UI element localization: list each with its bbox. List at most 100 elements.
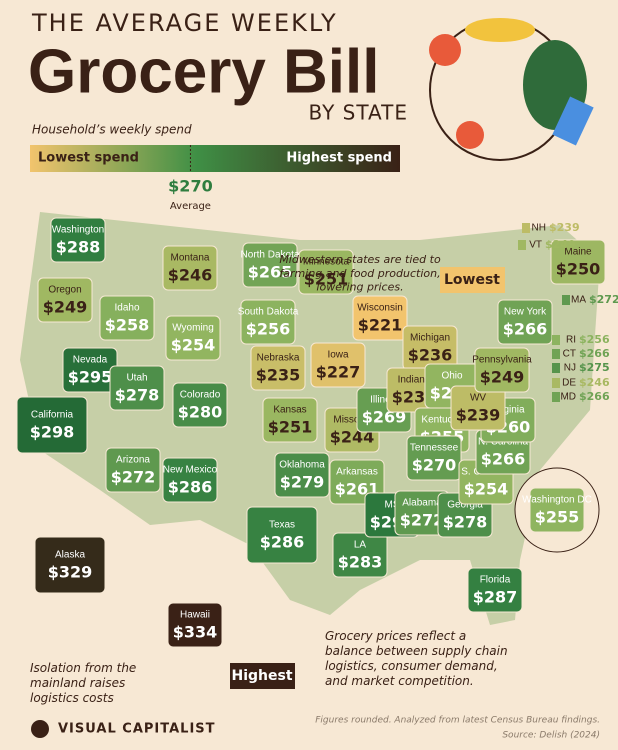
small-state-swatch <box>552 392 560 402</box>
text-line: Grocery prices reflect a <box>325 629 466 643</box>
text-line: mainland raises <box>30 676 125 690</box>
state-name: North Dakota <box>241 250 300 261</box>
text-line: and market competition. <box>325 674 474 688</box>
state-name: Kentucky <box>421 415 462 426</box>
state-name: Indiana <box>398 375 431 386</box>
state <box>406 435 462 481</box>
state-name: DE <box>562 378 576 389</box>
state-name: New Mexico <box>163 465 218 476</box>
state-name: Oregon <box>48 285 81 296</box>
state <box>467 567 523 613</box>
state <box>167 602 223 648</box>
state-value: $239 <box>549 221 580 234</box>
state-name: Alabama <box>402 498 442 509</box>
small-state-swatch <box>562 295 570 305</box>
state <box>550 239 606 285</box>
annotation-midwest: Midwestern states are tied to farming and… <box>279 253 441 294</box>
title: Grocery Bill <box>28 37 379 106</box>
text-line: lowering prices. <box>316 281 403 294</box>
state-name: Minnesota <box>303 257 350 268</box>
map: Washington $288 Oregon $249 California $298 Ne… <box>16 212 618 648</box>
state-name: Missouri <box>333 415 370 426</box>
state-name: MD <box>560 392 576 403</box>
state-name: CT <box>563 349 576 360</box>
state-name: Alaska <box>55 550 85 561</box>
state-value: $250 <box>556 260 601 279</box>
state-value: $265 <box>248 263 293 282</box>
state-name: RI <box>566 335 576 346</box>
state-value: $266 <box>481 450 526 469</box>
state-value: $249 <box>545 238 576 251</box>
state <box>109 365 165 411</box>
state-name: Washington DC <box>522 495 592 506</box>
state <box>529 487 585 533</box>
state-name: Washington <box>52 225 104 236</box>
state-name: Ohio <box>441 371 463 382</box>
average-label: Average <box>170 201 211 212</box>
text-line: logistics, consumer demand, <box>325 659 498 673</box>
state-value: $287 <box>473 588 518 607</box>
state-name: Idaho <box>114 303 139 314</box>
brand: VISUAL CAPITALIST <box>58 722 216 737</box>
small-state-swatch <box>518 240 526 250</box>
state-name: Iowa <box>327 350 349 361</box>
state <box>240 299 296 345</box>
state <box>165 315 221 361</box>
annotation-isolation: Isolation from the mainland raises logisti… <box>30 661 136 705</box>
state-name: Nevada <box>73 355 108 366</box>
state-value: $266 <box>503 320 548 339</box>
state-value: $283 <box>338 553 383 572</box>
state-name: Oklahoma <box>279 460 325 471</box>
state-value: $298 <box>30 423 75 442</box>
state <box>497 299 553 345</box>
annotation-prices: Grocery prices reflect a balance between … <box>325 629 508 688</box>
state-name: Georgia <box>447 500 483 511</box>
state <box>250 345 306 391</box>
footnote: Figures rounded. Analyzed from latest Ce… <box>315 716 600 726</box>
state-value: $254 <box>464 480 509 499</box>
text-line: logistics costs <box>30 691 114 705</box>
state <box>16 396 88 454</box>
state-name: NH <box>532 223 546 234</box>
state-value: $221 <box>358 316 403 335</box>
state <box>352 295 408 341</box>
state-value: $249 <box>480 368 525 387</box>
legend-high: Highest spend <box>286 151 392 166</box>
state-value: $236 <box>408 346 453 365</box>
state-name: Arkansas <box>336 467 378 478</box>
state <box>105 447 161 493</box>
state <box>50 217 106 263</box>
state-value: $246 <box>579 376 610 389</box>
state <box>172 382 228 428</box>
state <box>162 457 218 503</box>
state <box>298 249 354 295</box>
state-name: Nebraska <box>257 353 300 364</box>
state-value: $286 <box>260 533 305 552</box>
state-value: $227 <box>316 363 361 382</box>
state-name: Hawaii <box>180 610 210 621</box>
state-value: $255 <box>535 508 580 527</box>
small-state-swatch <box>552 363 560 373</box>
state-value: $246 <box>168 266 213 285</box>
state-value: $334 <box>173 623 218 642</box>
state-value: $280 <box>178 403 223 422</box>
state <box>34 536 106 594</box>
state-name: Maine <box>564 247 592 258</box>
state-value: $288 <box>56 238 101 257</box>
state-value: $286 <box>168 478 213 497</box>
state-value: $258 <box>105 316 150 335</box>
state <box>242 242 298 288</box>
state <box>246 506 318 564</box>
state-name: Michigan <box>410 333 450 344</box>
state-value: $254 <box>171 336 216 355</box>
legend-low: Lowest spend <box>38 151 139 166</box>
state <box>332 532 388 578</box>
state-name: New York <box>504 307 547 318</box>
state <box>262 397 318 443</box>
kicker: THE AVERAGE WEEKLY <box>31 9 338 37</box>
state-value: $272 <box>589 293 618 306</box>
small-state-swatch <box>522 223 530 233</box>
state-name: MS <box>385 500 400 511</box>
state-name: MA <box>571 295 586 306</box>
state-value: $279 <box>280 473 325 492</box>
